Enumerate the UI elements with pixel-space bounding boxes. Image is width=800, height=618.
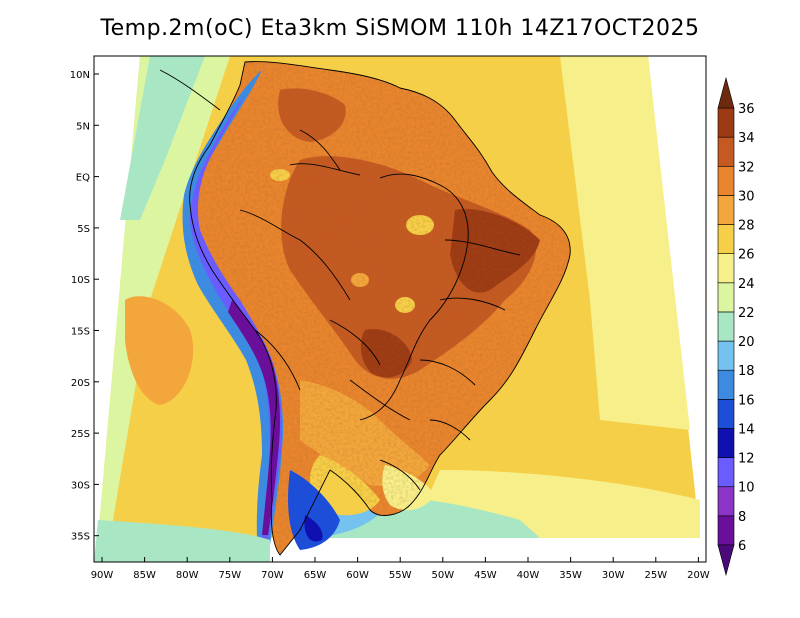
colorbar-bin bbox=[717, 195, 735, 225]
south-pacific-strip bbox=[94, 520, 270, 562]
lon-tick-label: 85W bbox=[133, 570, 156, 581]
lon-tick-label: 30W bbox=[602, 570, 625, 581]
colorbar-label: 22 bbox=[738, 306, 755, 321]
lon-tick-label: 25W bbox=[644, 570, 667, 581]
lon-tick-label: 20W bbox=[687, 570, 710, 581]
colorbar-label: 8 bbox=[738, 510, 746, 525]
lon-tick-label: 65W bbox=[304, 570, 327, 581]
colorbar-label: 14 bbox=[738, 422, 755, 437]
lon-tick-label: 45W bbox=[474, 570, 497, 581]
temperature-field bbox=[94, 56, 700, 562]
colorbar-bin bbox=[717, 311, 735, 342]
colorbar-bin bbox=[717, 282, 735, 313]
lat-tick-label: EQ bbox=[76, 173, 90, 184]
venezuela-border bbox=[299, 129, 341, 171]
uruguay-border bbox=[379, 459, 421, 491]
colorbar-label: 28 bbox=[738, 219, 755, 234]
paraguay-border bbox=[349, 379, 411, 421]
colorbar-bin bbox=[717, 136, 735, 167]
colombia-border bbox=[289, 163, 361, 176]
patagonia-cold bbox=[288, 470, 340, 550]
lon-tick-label: 80W bbox=[176, 570, 199, 581]
colorbar-over-arrow bbox=[717, 76, 735, 109]
colorbar-bin bbox=[717, 107, 735, 138]
lon-tick-label: 55W bbox=[389, 570, 412, 581]
lon-tick-label: 60W bbox=[346, 570, 369, 581]
lat-tick-label: 35S bbox=[71, 532, 90, 543]
lat-tick-label: 25S bbox=[71, 429, 90, 440]
colorbar-under-arrow bbox=[717, 544, 735, 577]
lon-tick-label: 50W bbox=[431, 570, 454, 581]
lat-tick-label: 20S bbox=[71, 378, 90, 389]
lat-tick-label: 5N bbox=[76, 121, 90, 132]
chile-border bbox=[254, 329, 301, 391]
colorbar-label: 10 bbox=[738, 481, 755, 496]
colorbar-bin bbox=[717, 486, 735, 517]
country-boundaries bbox=[159, 61, 571, 556]
brazil-west-border bbox=[359, 173, 469, 421]
lat-tick-label: 30S bbox=[71, 480, 90, 491]
colorbar-label: 12 bbox=[738, 452, 755, 467]
lon-tick-label: 90W bbox=[91, 570, 114, 581]
colorbar-label: 16 bbox=[738, 393, 755, 408]
colorbar-bin bbox=[717, 340, 735, 371]
colorbar-bin bbox=[717, 369, 735, 400]
lon-tick-label: 70W bbox=[261, 570, 284, 581]
lat-tick-label: 10N bbox=[70, 70, 90, 81]
lon-tick-label: 40W bbox=[517, 570, 540, 581]
continent-outline bbox=[189, 61, 571, 556]
central-america-coast bbox=[159, 69, 221, 111]
brazil-state-3 bbox=[419, 359, 476, 386]
patagonia-colder bbox=[304, 515, 323, 542]
colorbar-bin bbox=[717, 399, 735, 429]
colorbar-label: 34 bbox=[738, 131, 755, 146]
colorbar-label: 36 bbox=[738, 102, 755, 117]
longitude-axis: 90W 85W 80W 75W 70W 65W 60W 55W 50W 45W 40W 35W 30W 2… bbox=[91, 557, 710, 581]
colorbar-label: 20 bbox=[738, 335, 755, 350]
lat-tick-label: 5S bbox=[77, 224, 90, 235]
colorbar-bin bbox=[717, 165, 735, 196]
lat-tick-label: 15S bbox=[71, 327, 90, 338]
colorbar-bin bbox=[717, 515, 735, 546]
lon-tick-label: 35W bbox=[559, 570, 582, 581]
lat-tick-label: 10S bbox=[71, 275, 90, 286]
colorbar-bin bbox=[717, 457, 735, 488]
colorbar-label: 30 bbox=[738, 189, 755, 204]
colorbar-label: 18 bbox=[738, 364, 755, 379]
colorbar-label: 24 bbox=[738, 277, 755, 292]
colorbar: 6 8 10 12 14 16 18 20 22 24 26 28 30 32 34 36 bbox=[717, 76, 755, 577]
peru-border bbox=[239, 209, 351, 301]
colorbar-label: 26 bbox=[738, 248, 755, 263]
colorbar-bin bbox=[717, 224, 735, 254]
bolivia-border bbox=[329, 319, 381, 366]
atlantic-mild-zone bbox=[560, 56, 690, 430]
brazil-state-4 bbox=[429, 419, 471, 441]
brazil-state-2 bbox=[439, 297, 506, 311]
map-title: Temp.2m(oC) Eta3km SiSMOM 110h 14Z17OCT2… bbox=[100, 16, 700, 41]
colorbar-label: 6 bbox=[738, 539, 746, 554]
latitude-axis: 10N 5N EQ 5S 10S 15S 20S 25S 30S 35S bbox=[70, 70, 99, 543]
andes-coldest-band bbox=[228, 300, 280, 535]
pacific-warm-patch bbox=[125, 296, 194, 405]
colorbar-label: 32 bbox=[738, 160, 755, 175]
colorbar-bin bbox=[717, 253, 735, 284]
colorbar-bin bbox=[717, 428, 735, 458]
brazil-state-1 bbox=[444, 239, 521, 256]
lon-tick-label: 75W bbox=[218, 570, 241, 581]
pacific-mild-zone bbox=[120, 56, 205, 220]
